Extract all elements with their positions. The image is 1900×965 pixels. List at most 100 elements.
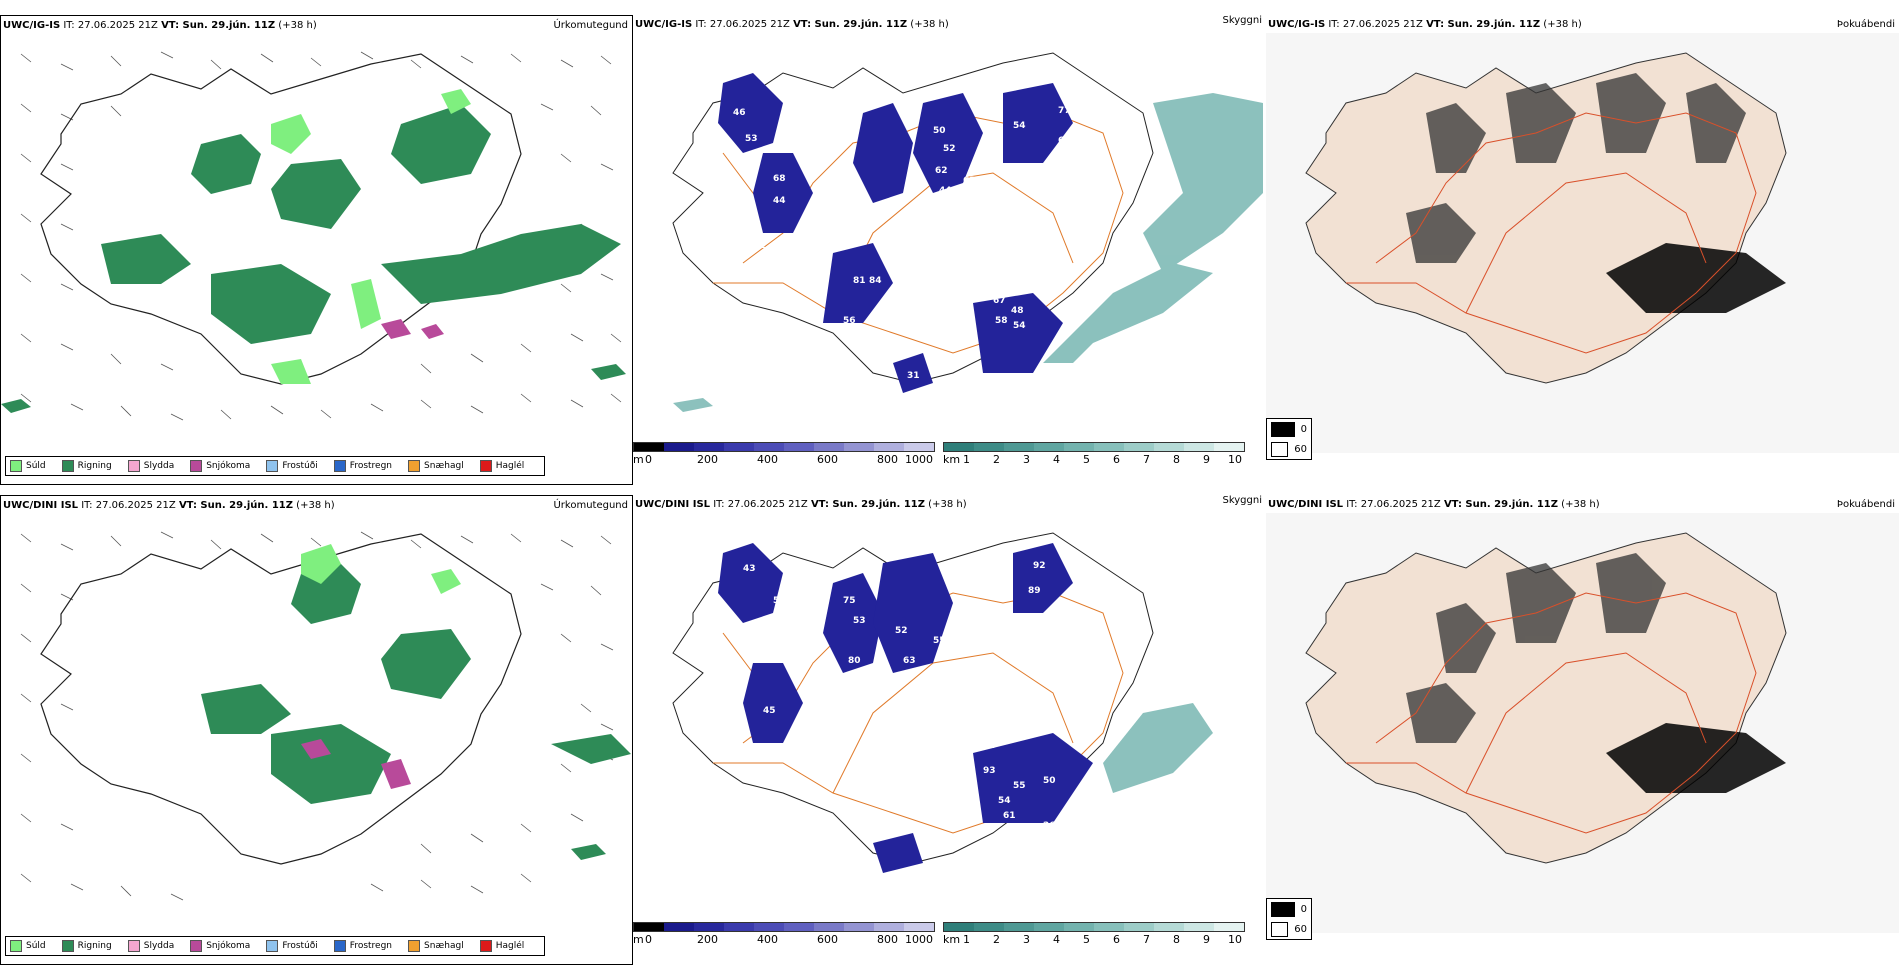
legend-item: Frostregn: [333, 460, 392, 472]
svg-text:43: 43: [743, 564, 756, 574]
visibility-ticks: km 1 2 3 4 5 6 7 8 9 10: [943, 453, 1242, 466]
legend-swatch: [190, 460, 203, 472]
legend-item: Súld: [10, 460, 46, 472]
legend-item: Haglél: [479, 460, 524, 472]
legend-item: Frostúði: [266, 940, 318, 952]
svg-text:63: 63: [963, 176, 976, 186]
legend-swatch: [127, 940, 140, 952]
precip-map: [1, 51, 626, 421]
panel-title: Úrkomutegund: [553, 500, 628, 511]
svg-text:50: 50: [773, 596, 786, 606]
legend-swatch: [408, 940, 421, 952]
svg-text:81: 81: [853, 276, 866, 286]
svg-text:53: 53: [853, 616, 866, 626]
svg-text:63: 63: [903, 656, 916, 666]
legend-swatch: [266, 940, 279, 952]
svg-text:68: 68: [773, 174, 786, 184]
svg-text:58: 58: [995, 316, 1008, 326]
legend-item: Slydda: [127, 460, 174, 472]
precip-legend: Súld Rigning Slydda Snjókoma Frostúði Fr…: [5, 456, 546, 476]
fog-areas: [1406, 73, 1746, 263]
svg-text:81: 81: [798, 221, 811, 231]
svg-text:64: 64: [1058, 136, 1071, 146]
panel-title: Þokuábendi: [1836, 499, 1895, 510]
svg-text:62: 62: [935, 166, 948, 176]
drizzle-areas: [301, 544, 461, 594]
legend-swatch: [127, 460, 140, 472]
rain-areas: [1, 104, 626, 413]
legend-swatch: [10, 460, 22, 472]
svg-text:74: 74: [1133, 266, 1146, 276]
low-visibility-sea: [1103, 703, 1213, 793]
svg-text:49: 49: [793, 736, 806, 746]
visibility-ticks: km 1 2 3 4 5 6 7 8 9 10: [943, 933, 1242, 946]
legend-swatch: [333, 940, 346, 952]
fog-map: [1266, 33, 1899, 453]
wind-barbs: [20, 531, 614, 901]
legend-swatch: [408, 460, 421, 472]
svg-text:77: 77: [1058, 106, 1071, 116]
svg-text:50: 50: [1043, 776, 1056, 786]
panel-title: Skyggni: [1222, 15, 1262, 26]
wind-barbs: [20, 51, 622, 421]
low-visibility-sea: [673, 93, 1263, 412]
panel-header: UWC/DINI ISL IT: 27.06.2025 21Z VT: Sun.…: [1268, 499, 1600, 510]
low-visibility-land: [718, 543, 1093, 873]
panel-header: UWC/DINI ISL IT: 27.06.2025 21Z VT: Sun.…: [3, 500, 335, 511]
svg-text:52: 52: [895, 626, 908, 636]
elevation-colorbar: [633, 922, 935, 932]
svg-text:58: 58: [858, 702, 871, 712]
svg-text:48: 48: [1011, 306, 1024, 316]
panel-title: Úrkomutegund: [553, 20, 628, 31]
legend-item: Rigning: [61, 940, 112, 952]
svg-text:45: 45: [763, 706, 776, 716]
svg-text:92: 92: [1033, 561, 1046, 571]
legend-item: Slydda: [127, 940, 174, 952]
svg-text:70: 70: [1043, 186, 1056, 196]
svg-text:40: 40: [1033, 166, 1046, 176]
precip-legend: Súld Rigning Slydda Snjókoma Frostúði Fr…: [5, 936, 546, 956]
svg-text:75: 75: [843, 596, 856, 606]
panel-header: UWC/IG-IS IT: 27.06.2025 21Z VT: Sun. 29…: [635, 19, 949, 30]
legend-item: Frostúði: [266, 460, 318, 472]
panel-title: Skyggni: [1222, 495, 1262, 506]
legend-swatch: [333, 460, 346, 472]
svg-text:30: 30: [1109, 734, 1122, 744]
svg-text:72: 72: [848, 676, 861, 686]
elevation-colorbar: [633, 442, 935, 452]
svg-text:53: 53: [745, 134, 758, 144]
legend-swatch: [266, 460, 279, 472]
svg-text:31: 31: [907, 371, 920, 381]
svg-text:44: 44: [983, 741, 996, 751]
svg-text:41: 41: [753, 241, 766, 251]
visibility-map: 46 53 68 44 81 41 50 52 62 44 63 57 54 4…: [672, 52, 1263, 412]
svg-text:44: 44: [773, 196, 786, 206]
panel-header: UWC/IG-IS IT: 27.06.2025 21Z VT: Sun. 29…: [1268, 19, 1582, 30]
snow-areas: [381, 319, 444, 339]
legend-item: Snjókoma: [190, 460, 250, 472]
road-network: [1346, 112, 1757, 354]
svg-text:54: 54: [1013, 321, 1026, 331]
svg-text:55: 55: [933, 636, 946, 646]
svg-text:70: 70: [895, 676, 908, 686]
rain-areas: [201, 564, 631, 860]
visibility-colorbar: [943, 922, 1245, 932]
panel-title: Þokuábendi: [1836, 19, 1895, 30]
legend-item: Haglél: [479, 940, 524, 952]
svg-text:93: 93: [983, 766, 996, 776]
visibility-panel-row1: UWC/IG-IS IT: 27.06.2025 21Z VT: Sun. 29…: [633, 15, 1266, 485]
fog-scale: 0 60: [1266, 418, 1312, 460]
legend-swatch: [61, 460, 74, 472]
drizzle-areas: [271, 89, 471, 384]
precip-type-panel-row2: UWC/DINI ISL IT: 27.06.2025 21Z VT: Sun.…: [0, 495, 633, 965]
svg-text:31: 31: [888, 874, 901, 884]
precip-type-panel-row1: UWC/IG-IS IT: 27.06.2025 21Z VT: Sun. 29…: [0, 15, 633, 485]
legend-swatch: [10, 940, 22, 952]
panel-header: UWC/DINI ISL IT: 27.06.2025 21Z VT: Sun.…: [635, 499, 967, 510]
visibility-panel-row2: UWC/DINI ISL IT: 27.06.2025 21Z VT: Sun.…: [633, 495, 1266, 965]
svg-text:61: 61: [1003, 811, 1016, 821]
svg-text:106: 106: [895, 706, 914, 716]
legend-item: Rigning: [61, 460, 112, 472]
legend-item: Snæhagl: [408, 940, 464, 952]
svg-text:54: 54: [1013, 121, 1026, 131]
